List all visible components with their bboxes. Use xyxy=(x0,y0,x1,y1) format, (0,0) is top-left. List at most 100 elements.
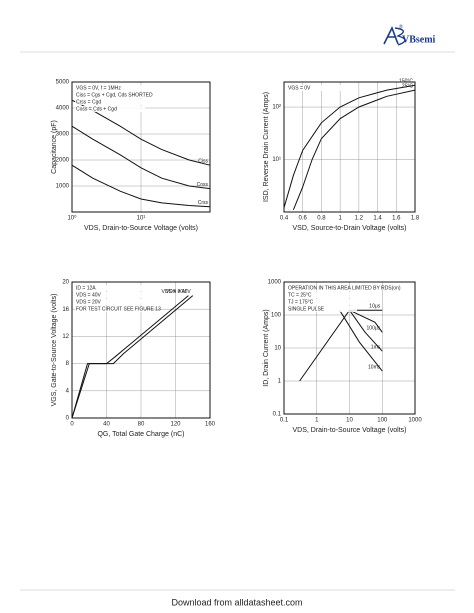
annotation-bg xyxy=(75,292,145,298)
y-tick-label: 0 xyxy=(66,416,70,422)
annotation: VDS = 20V xyxy=(76,299,102,305)
annotation: OPERATION IN THIS AREA LIMITED BY RDS(on… xyxy=(288,285,401,291)
x-tick-label: 1000 xyxy=(408,418,422,424)
annotation: Ciss = Cgs + Cgd, Cds SHORTED xyxy=(76,92,153,98)
x-tick-label: 1.4 xyxy=(373,216,382,222)
series-label: 25°C xyxy=(402,83,414,89)
plot-frame xyxy=(283,81,416,213)
chart: 0.4 0.6 0.8 1 1.2 1.4 1.6 1.8 10¹ 10² VSD, Source-… xyxy=(263,79,420,232)
x-tick-label: 0.1 xyxy=(280,418,289,424)
footer-text: Download from alldatasheet.com xyxy=(171,597,302,607)
y-tick-label: 0.1 xyxy=(273,412,282,418)
x-tick-label: 10⁰ xyxy=(67,215,77,222)
y-axis-label: ID, Drain Current (Amps) xyxy=(263,309,270,386)
series-label: Coss xyxy=(197,182,209,188)
annotation-bg xyxy=(75,85,145,91)
chart: 10⁰ 10¹ 1000 2000 3000 4000 5000 VDS, Drain-to-… xyxy=(51,80,211,232)
x-tick-label: 160 xyxy=(205,422,216,428)
series-line xyxy=(339,309,383,372)
logo-icon xyxy=(394,27,406,46)
y-tick-label: 16 xyxy=(62,307,69,313)
y-tick-label: 100 xyxy=(271,313,282,319)
series-line xyxy=(71,125,211,190)
series-label: VDS = 20V xyxy=(162,289,188,295)
series-line xyxy=(71,295,189,419)
y-axis-label: ISD, Reverse Drain Current (Amps) xyxy=(263,92,270,202)
annotation: TJ = 175°C xyxy=(288,299,314,305)
series-label: 1ms xyxy=(371,345,381,351)
annotation: FOR TEST CIRCUIT SEE FIGURE 13 xyxy=(76,306,161,312)
series-label: Crss xyxy=(198,200,209,206)
annotation: Coss = Cds + Cgd xyxy=(76,106,117,112)
x-tick-label: 100 xyxy=(377,418,388,424)
x-tick-label: 0.4 xyxy=(280,216,289,222)
annotation: TC = 25°C xyxy=(288,292,312,298)
x-tick-label: 120 xyxy=(170,422,181,428)
plot-frame xyxy=(71,281,211,419)
series-label: 10ms xyxy=(368,364,381,370)
y-tick-label: 20 xyxy=(62,280,69,286)
y-tick-label: 12 xyxy=(62,334,69,340)
series-label: 10μs xyxy=(369,304,380,310)
annotation-bg xyxy=(75,285,145,291)
x-tick-label: 1.6 xyxy=(392,216,401,222)
y-tick-label: 3000 xyxy=(56,132,70,138)
y-tick-label: 1000 xyxy=(268,280,282,286)
logo-text: VBsemi xyxy=(402,34,436,45)
x-tick-label: 1 xyxy=(315,418,319,424)
annotation-bg xyxy=(75,99,145,105)
x-tick-label: 10 xyxy=(346,418,353,424)
x-tick-label: 0 xyxy=(70,422,74,428)
annotation-bg xyxy=(75,106,145,112)
series-line xyxy=(71,164,211,208)
logo-icon xyxy=(383,26,399,45)
annotation-bg xyxy=(287,299,357,305)
annotation-bg xyxy=(287,85,357,91)
annotation: VDS = 40V xyxy=(76,292,102,298)
y-tick-label: 5000 xyxy=(56,80,70,86)
y-tick-label: 1000 xyxy=(56,184,70,190)
x-axis-label: QG, Total Gate Charge (nC) xyxy=(97,431,184,438)
x-axis-label: VSD, Source-to-Drain Voltage (volts) xyxy=(293,225,407,232)
y-tick-label: 2000 xyxy=(56,158,70,164)
y-tick-label: 10² xyxy=(272,105,281,111)
series-line xyxy=(349,309,383,352)
annotation: SINGLE PULSE xyxy=(288,306,325,312)
y-tick-label: 4 xyxy=(66,388,70,394)
annotation: VGS = 0V, f = 1MHz xyxy=(76,85,121,91)
plot-frame xyxy=(71,81,211,213)
series-label: 150°C xyxy=(399,79,413,85)
annotation-bg xyxy=(75,299,145,305)
annotation-bg xyxy=(287,285,357,291)
annotation: ID = 12A xyxy=(76,285,96,291)
annotation-bg xyxy=(75,306,145,312)
x-axis-label: VDS, Drain-to-Source Voltage (volts) xyxy=(293,427,407,434)
annotation: Crss = Cgd xyxy=(76,99,101,105)
y-axis-label: Capacitance (pF) xyxy=(51,120,58,174)
series-line xyxy=(283,84,416,208)
series-label: 100μs xyxy=(367,326,381,332)
x-axis-label: VDS, Drain-to-Source Voltage (volts) xyxy=(84,225,198,232)
annotation: VGS = 0V xyxy=(288,85,311,91)
x-tick-label: 1.8 xyxy=(411,216,420,222)
logo-mark: ® xyxy=(399,23,403,30)
series-line xyxy=(71,295,194,419)
y-tick-label: 1 xyxy=(278,379,282,385)
y-tick-label: 10¹ xyxy=(272,157,281,163)
x-tick-label: 0.8 xyxy=(317,216,326,222)
x-tick-label: 1.2 xyxy=(355,216,364,222)
x-tick-label: 1 xyxy=(338,216,342,222)
x-tick-label: 80 xyxy=(138,422,145,428)
y-tick-label: 10 xyxy=(274,346,281,352)
series-label: Ciss xyxy=(198,159,208,165)
annotation-bg xyxy=(287,306,357,312)
y-tick-label: 4000 xyxy=(56,106,70,112)
series-line xyxy=(349,309,383,333)
annotation-bg xyxy=(287,292,357,298)
annotation-bg xyxy=(75,92,145,98)
y-tick-label: 8 xyxy=(66,361,70,367)
x-tick-label: 40 xyxy=(103,422,110,428)
